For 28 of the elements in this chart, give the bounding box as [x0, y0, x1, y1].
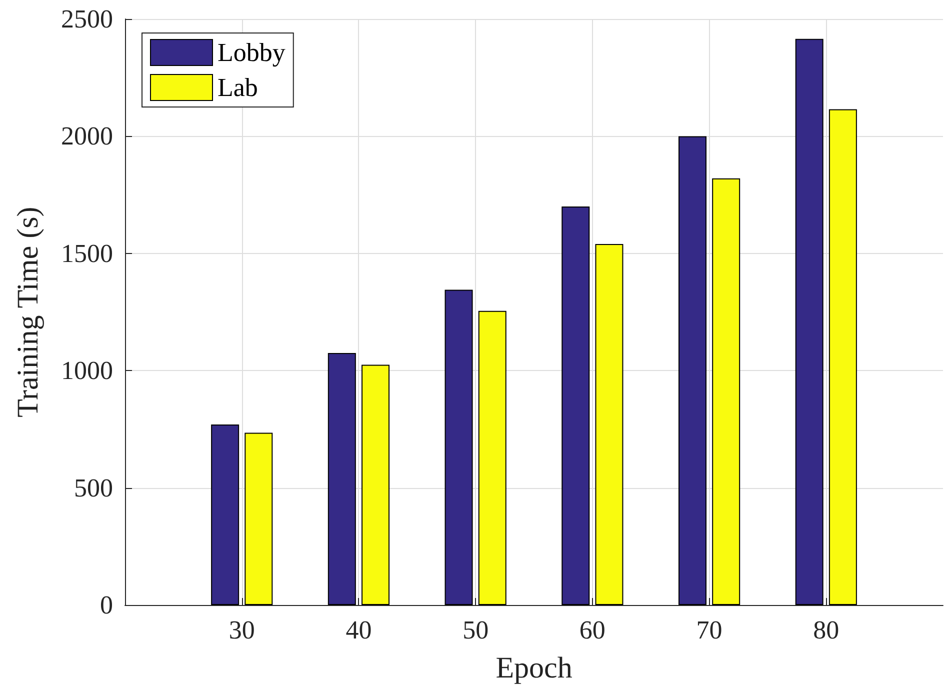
bar: [244, 432, 273, 605]
bar: [678, 136, 706, 605]
y-tick-label: 500: [74, 473, 113, 502]
y-tick-label: 1500: [61, 238, 113, 268]
legend-label: Lab: [218, 73, 258, 102]
legend-label: Lobby: [218, 38, 286, 67]
bar: [211, 424, 240, 605]
y-tick-label: 1000: [61, 356, 113, 386]
bar: [478, 310, 506, 605]
bar: [795, 38, 824, 605]
y-tick-label: 2000: [61, 122, 113, 151]
bar: [712, 178, 740, 605]
y-axis-title: Training Time (s): [12, 206, 44, 418]
x-tick-label: 70: [696, 616, 722, 644]
x-tick-label: 50: [462, 616, 489, 644]
bar: [362, 364, 390, 605]
bar: [828, 109, 857, 605]
bar: [444, 290, 473, 605]
x-tick-label: 40: [346, 616, 372, 644]
x-tick-label: 60: [579, 616, 606, 644]
bar: [562, 206, 590, 605]
bar: [328, 353, 356, 605]
y-tick-label: 0: [100, 590, 113, 620]
x-tick-label: 30: [228, 616, 255, 644]
x-tick-label: 80: [813, 616, 840, 644]
bar: [595, 244, 624, 605]
x-axis-title: Epoch: [496, 652, 572, 684]
y-tick-label: 2500: [61, 4, 113, 34]
